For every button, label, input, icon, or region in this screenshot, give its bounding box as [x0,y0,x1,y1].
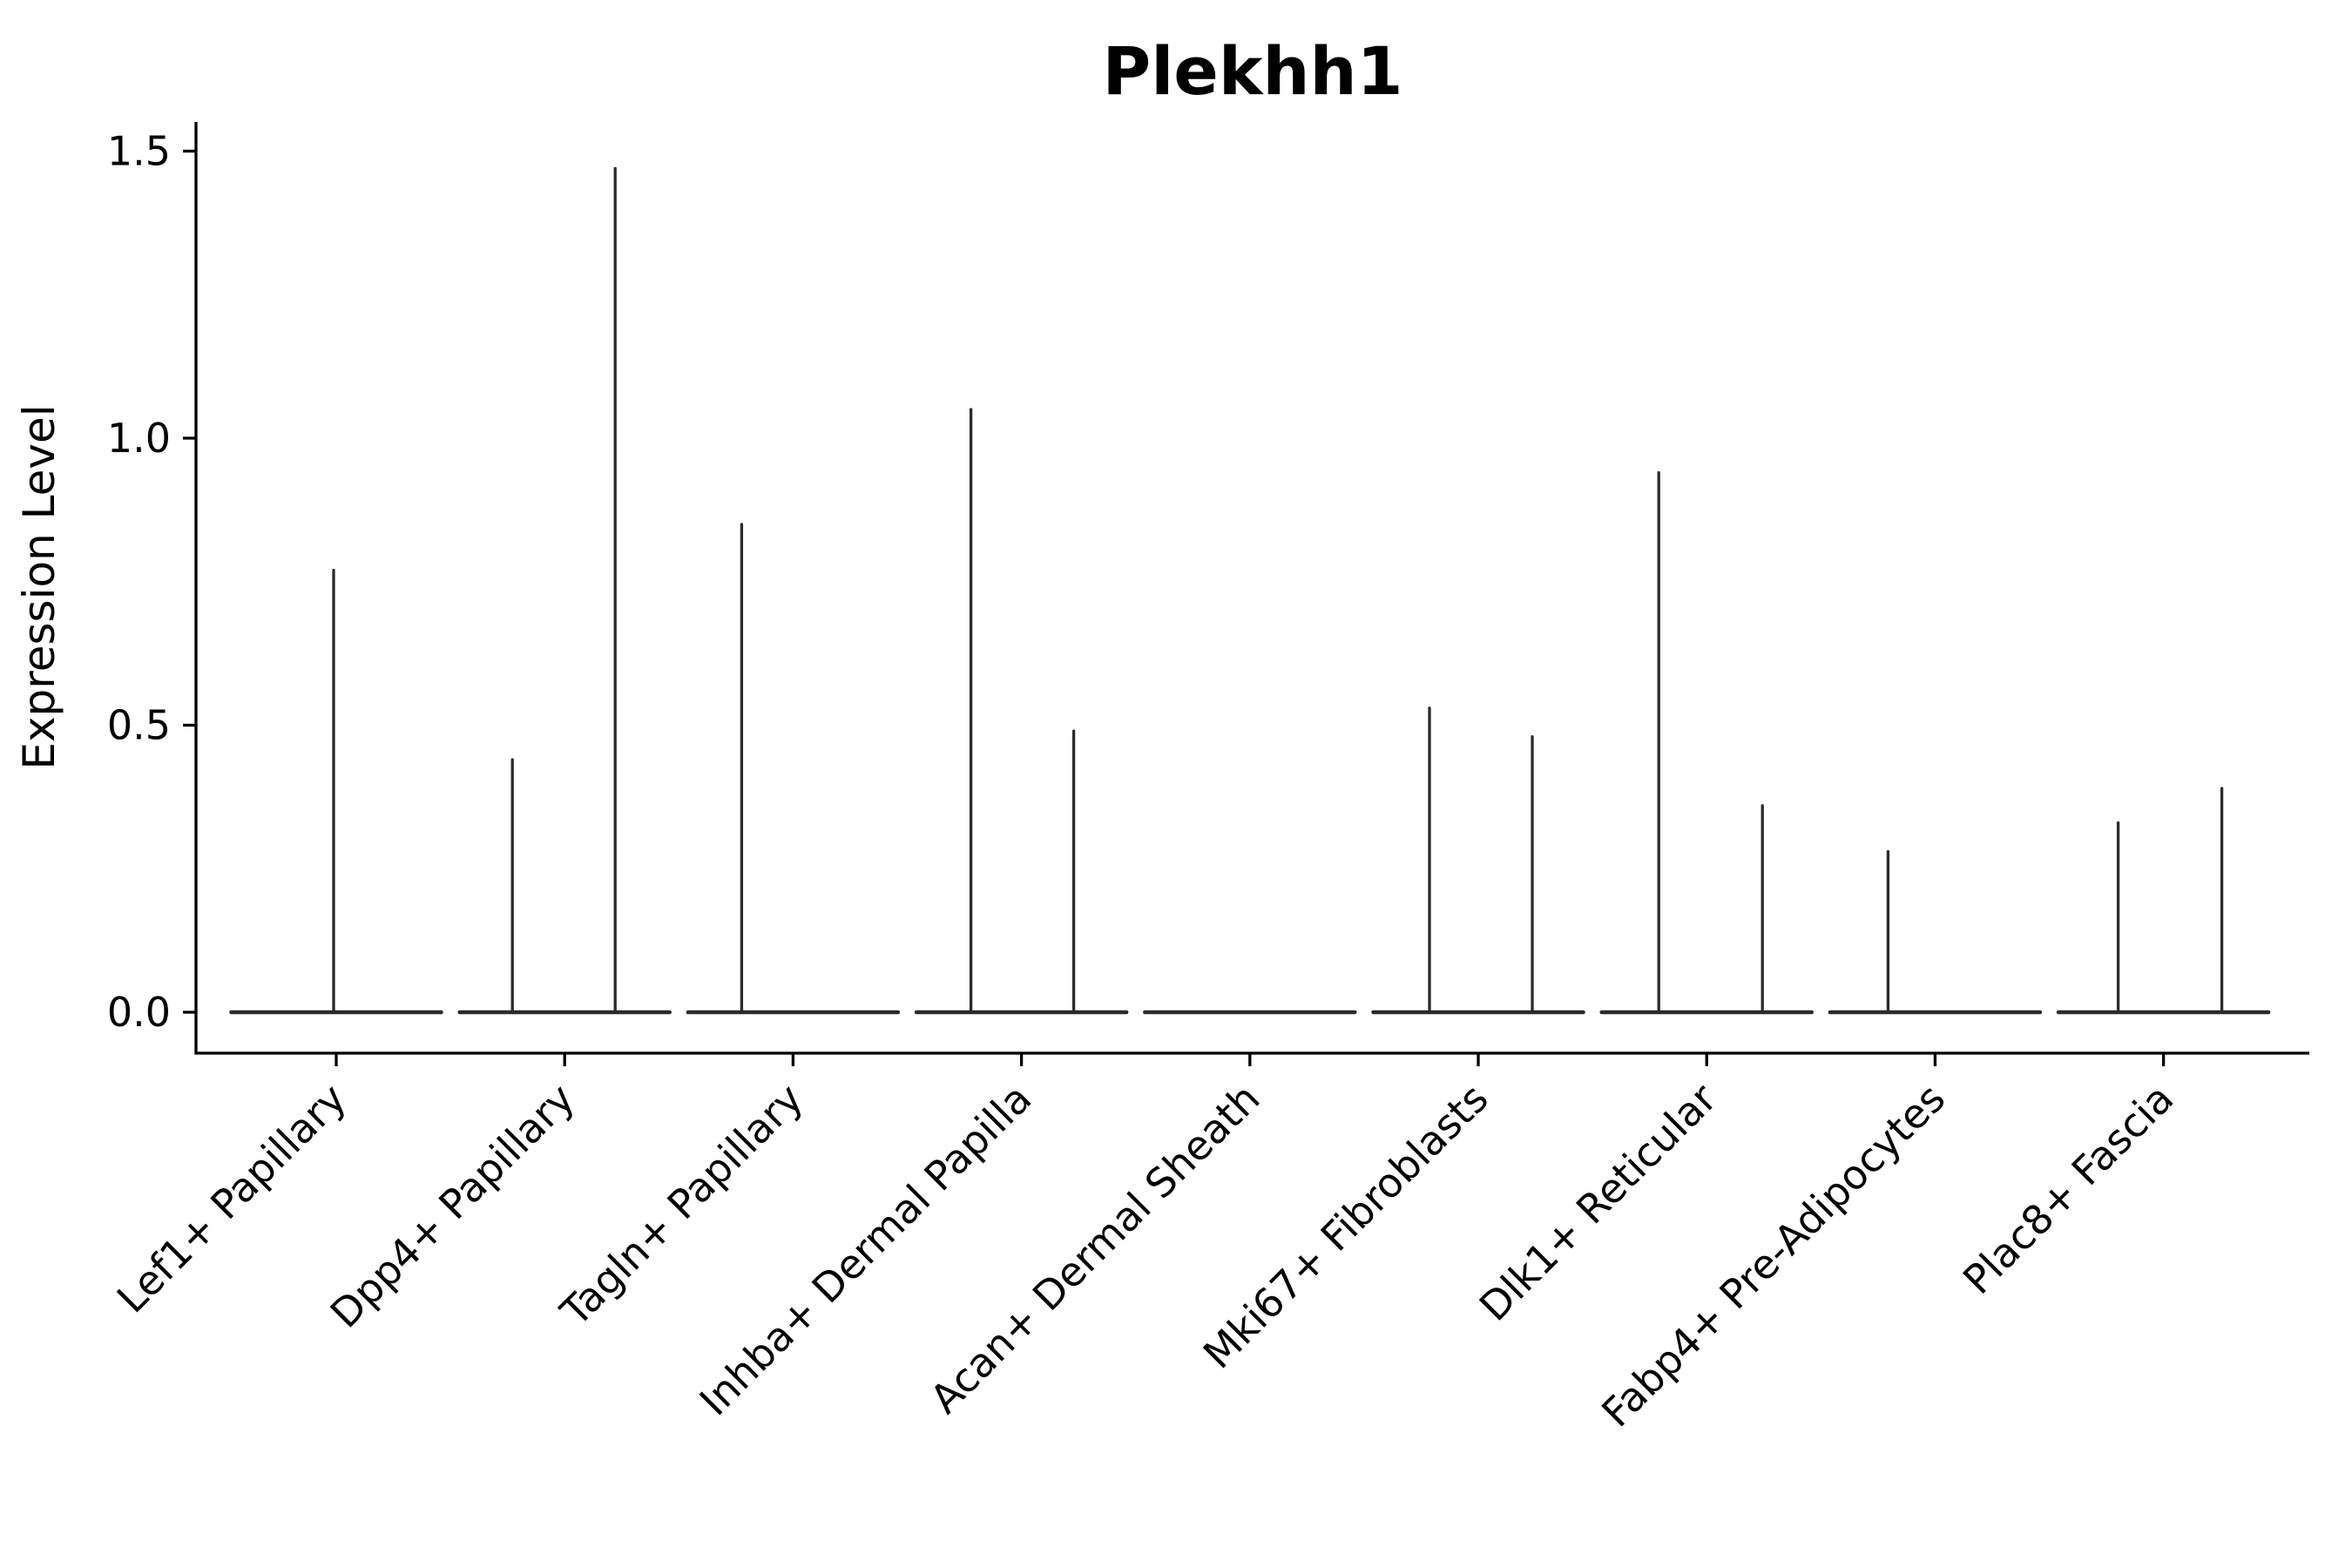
x-tick-label: Tagln+ Papillary [551,1075,813,1336]
x-tick-label: Plac8+ Fascia [1954,1075,2182,1303]
y-tick-labels: 0.0 0.5 1.0 1.5 [107,128,171,1037]
y-tick-label: 1.5 [107,128,171,175]
y-tick-label: 0.0 [107,989,171,1036]
y-axis-label: Expression Level [14,404,64,769]
y-tick-label: 1.0 [107,415,171,462]
chart-title: Plekhh1 [1103,32,1403,110]
x-tick-label: Lef1+ Papillary [108,1075,355,1322]
x-tick-label: Dlk1+ Reticular [1470,1075,1726,1330]
y-tick-label: 0.5 [107,702,171,749]
violins [229,166,2271,1015]
axes [183,122,2309,1066]
x-tick-label: Dpp4+ Papillary [321,1075,584,1337]
